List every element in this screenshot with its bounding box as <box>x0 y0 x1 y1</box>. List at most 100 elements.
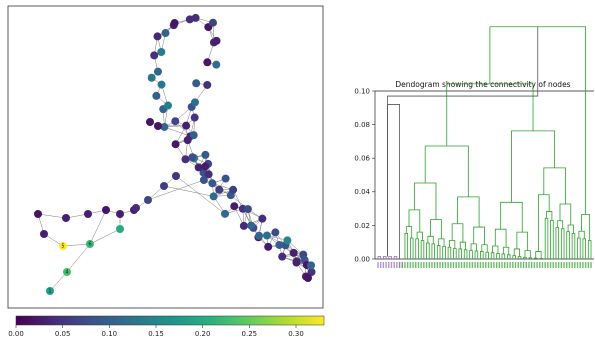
dendrogram-leaf-mark <box>487 262 490 268</box>
dendrogram-links <box>377 26 592 259</box>
network-node <box>194 163 203 172</box>
dendrogram-leaf-mark <box>590 262 592 268</box>
dendrogram-leaf-mark <box>404 262 406 268</box>
network-node <box>191 13 200 22</box>
dendrogram-link <box>388 256 392 259</box>
dendrogram-leaf-mark <box>579 262 581 268</box>
network-node <box>230 202 239 211</box>
network-node <box>289 248 298 257</box>
dendrogram-leaf-mark <box>514 262 517 268</box>
dendrogram-link <box>577 237 581 259</box>
dendrogram-leaf-mark <box>566 262 568 268</box>
network-node <box>243 205 252 214</box>
dendrogram-leaf-mark <box>425 262 428 268</box>
dendrogram-leaf-mark <box>552 262 554 268</box>
dendrogram-leaf-mark <box>490 262 492 268</box>
dendrogram-link <box>555 227 560 259</box>
network-edge <box>49 271 68 292</box>
dendrogram-leaf-mark <box>417 262 420 268</box>
dendrogram-link <box>501 253 506 259</box>
dendrogram-link <box>463 249 468 259</box>
dendrogram-link <box>415 238 419 259</box>
dendrogram-link <box>581 214 591 241</box>
network-node <box>283 236 292 245</box>
network-node <box>182 121 191 130</box>
dendrogram-link <box>544 217 549 259</box>
network-node <box>46 287 54 295</box>
dendrogram-leaf-mark <box>493 262 495 268</box>
network-node <box>183 136 192 145</box>
dendrogram-leaf-mark <box>471 262 474 268</box>
dendrogram-link <box>566 231 570 259</box>
dendrogram-leaf-mark <box>547 262 549 268</box>
dendrogram-leaf-mark <box>528 262 530 268</box>
dendrogram-leaf-mark <box>398 262 401 268</box>
dendrogram-leaf-mark <box>412 262 414 268</box>
network-node <box>192 79 201 88</box>
dendrogram-leaf-mark <box>555 262 557 268</box>
dendrogram-link <box>587 240 592 259</box>
dendrogram-leaf-mark <box>466 262 468 268</box>
dendrogram-link <box>511 130 556 203</box>
network-node-label: 5 <box>61 244 64 250</box>
dendrogram-link <box>387 26 539 257</box>
dendrogram-leaf-mark <box>520 262 522 268</box>
dendrogram-link <box>496 253 500 259</box>
network-node <box>40 230 48 238</box>
dendrogram-y-tick-label: 0.04 <box>354 188 370 196</box>
colorbar-ticks: 0.00 0.05 0.10 0.15 0.20 0.25 0.30 <box>8 325 304 338</box>
colorbar-tick-label: 0.15 <box>148 330 164 338</box>
dendrogram-leaf-mark <box>495 262 498 268</box>
dendrogram-link <box>457 196 480 228</box>
dendrogram-link <box>500 201 523 233</box>
network-node-label: 6 <box>88 242 91 248</box>
dendrogram-leaf-mark <box>549 262 552 268</box>
dendrogram-leaf-mark <box>415 262 417 268</box>
network-node <box>157 47 166 56</box>
dendrogram-leaf-mark <box>576 262 579 268</box>
dendrogram-leaf-mark <box>439 262 441 268</box>
dendrogram-link <box>535 251 542 259</box>
dendrogram-leaf-mark <box>450 262 452 268</box>
network-node <box>264 242 273 251</box>
network-node <box>191 98 200 107</box>
dendrogram-title: Dendogram showing the connectivity of no… <box>395 80 570 89</box>
dendrogram-leaf-mark <box>504 262 506 268</box>
network-node <box>304 274 312 282</box>
dendrogram-link <box>451 223 464 243</box>
network-node <box>239 221 248 230</box>
dendrogram-leaf-mark <box>479 262 482 268</box>
dendrogram-leaf-mark <box>522 262 525 268</box>
dendrogram-leaf-mark <box>560 262 563 268</box>
network-edge <box>62 243 91 247</box>
network-node <box>153 67 162 76</box>
dendrogram-leaf-mark <box>568 262 571 268</box>
dendrogram-leaf-mark <box>396 262 398 268</box>
dendrogram-link <box>550 219 554 259</box>
dendrogram-link <box>436 245 441 259</box>
dendrogram-link <box>582 238 587 259</box>
dendrogram-link <box>485 251 489 259</box>
network-node <box>229 185 238 194</box>
dendrogram-leaf-mark <box>401 262 403 268</box>
network-node <box>154 122 162 130</box>
dendrogram-link <box>408 209 421 233</box>
dendrogram-link <box>517 256 522 259</box>
dendrogram-leaf-mark <box>474 262 476 268</box>
dendrogram-leaf-mark <box>485 262 487 268</box>
colorbar-tick-label: 0.05 <box>55 330 71 338</box>
network-node <box>307 261 316 270</box>
colorbar-tick-label: 0.10 <box>102 330 118 338</box>
dendrogram-leaf-mark <box>506 262 509 268</box>
network-node <box>258 214 267 223</box>
network-node <box>275 240 284 249</box>
dendrogram-leaf-mark <box>385 262 387 268</box>
dendrogram-link <box>431 243 436 259</box>
dendrogram-panel: Dendogram showing the connectivity of no… <box>354 26 594 268</box>
colorbar-gradient <box>15 315 325 326</box>
dendrogram-link <box>494 228 507 248</box>
dendrogram-leaf-mark <box>544 262 546 268</box>
network-node <box>164 101 173 110</box>
dendrogram-leaf-mark <box>444 262 447 268</box>
